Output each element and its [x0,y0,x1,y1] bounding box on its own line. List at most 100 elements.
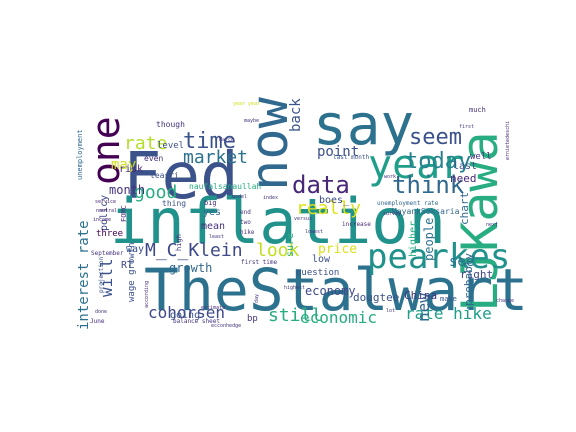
word-hike: hike [240,229,255,236]
word-new: new [414,293,433,322]
word-september: September [91,250,124,257]
word-projection: projection [98,256,105,293]
word-chart: chart [458,192,471,225]
word-thing: thing [162,199,186,208]
word-m-c-klein: M_C_Klein [145,240,243,261]
word-point: point [317,144,359,160]
word-time: time [183,129,236,154]
word-good: good [134,182,177,203]
word-balance-sheet: balance sheet [173,318,220,325]
word-survey: survey [383,211,401,217]
word-big: big [204,199,217,207]
word-going: going [170,310,200,321]
word-need: need [450,172,477,185]
word-next: next [486,222,498,228]
word-now: now [240,96,300,191]
word-china: China [404,289,437,302]
word-year-year: year year [233,101,260,107]
word-seem: seem [409,125,462,150]
word-least: least [209,234,224,240]
word-neutral: neutral [96,208,117,214]
word-higher: higher [408,221,419,257]
word-income: income [93,217,111,223]
word-unemployment: unemployment [76,129,84,180]
word-think: think [392,171,465,199]
word-market: market [183,147,248,168]
word-really: really [296,198,361,219]
word-even: even [144,154,163,163]
word-maybe: maybe [244,118,259,124]
word-done: done [95,309,107,315]
word-index: index [263,195,278,201]
word-economic: economic [300,308,377,327]
word-first: first [459,124,474,130]
word-will: will [97,258,116,297]
word-last-month: last month [333,154,370,161]
word-march: March [219,137,234,143]
word-rate: rate [124,133,167,154]
word-june: June [90,318,105,325]
word-level: level [157,141,184,151]
word-versus: versus [294,216,312,222]
word-change: change [496,298,514,304]
word-people: people [422,218,436,261]
word-three: three [96,229,123,239]
word-rate-hike: rate hike [405,304,492,323]
word-way: way [126,244,144,255]
word-back: back [288,98,304,132]
word-fomc: FOMC [120,205,128,222]
word-teasri: teasri [150,171,179,180]
word-pearkes: pearkes [367,237,510,277]
word-according: according [144,281,150,308]
word-interest-rate: interest rate [76,220,92,330]
word-price: price [318,242,357,257]
word-day: day [254,294,260,303]
word-estimate: estimate [201,305,225,311]
word-two: two [240,219,251,226]
word-work: work [384,174,396,180]
word-may: may [111,157,136,173]
word-still: still [268,305,322,326]
word-well: well [470,152,492,162]
word-risk: risk [119,164,143,175]
word-increase: increase [342,221,371,228]
word-ecconhedge: ecconhedge [211,323,241,329]
word-make: make [440,295,457,303]
word-question: question [296,268,339,278]
word-much: much [469,106,486,114]
word-boes: boes_ [319,195,350,206]
word-yes: yes [203,207,221,218]
word-mean: mean [201,221,225,232]
word-look: look [256,240,300,261]
word-highest: highest [284,285,305,291]
word-month: month [109,183,145,197]
word-naufalsanaullah: naufalsanaullah [189,182,261,191]
word-policy: policy [99,195,110,231]
word-growth: growth [169,261,212,275]
word-model: model [232,194,247,200]
word-cohorsen: cohorsen [148,303,225,322]
word-probably: probably [462,253,475,306]
word-dougtee: dougtee [353,291,399,304]
word-last: last [453,161,477,172]
word-fed: Fed [123,140,239,214]
word-see: see [449,254,474,270]
word-one: one [84,116,128,185]
word-rt: RT [121,260,133,271]
word-inflation: inflation [110,185,446,258]
word-bp: bp [247,314,258,324]
word-today: today [405,149,471,174]
word-mayankseksaria: MayankSeksaria [392,207,460,216]
word-data: data [292,171,350,199]
word-wage-growth: wage growth [127,242,137,302]
word-first-time: first time [241,259,278,266]
word-high: high [175,234,183,251]
word-lowest: lowest [305,229,323,235]
word-though: though [156,120,185,129]
word-right: right [460,268,493,281]
word-economy: economy [305,284,356,298]
word-ljkawa: LJKawa [451,131,509,312]
word-lot: lot [386,308,395,314]
word-end: end [240,209,251,216]
